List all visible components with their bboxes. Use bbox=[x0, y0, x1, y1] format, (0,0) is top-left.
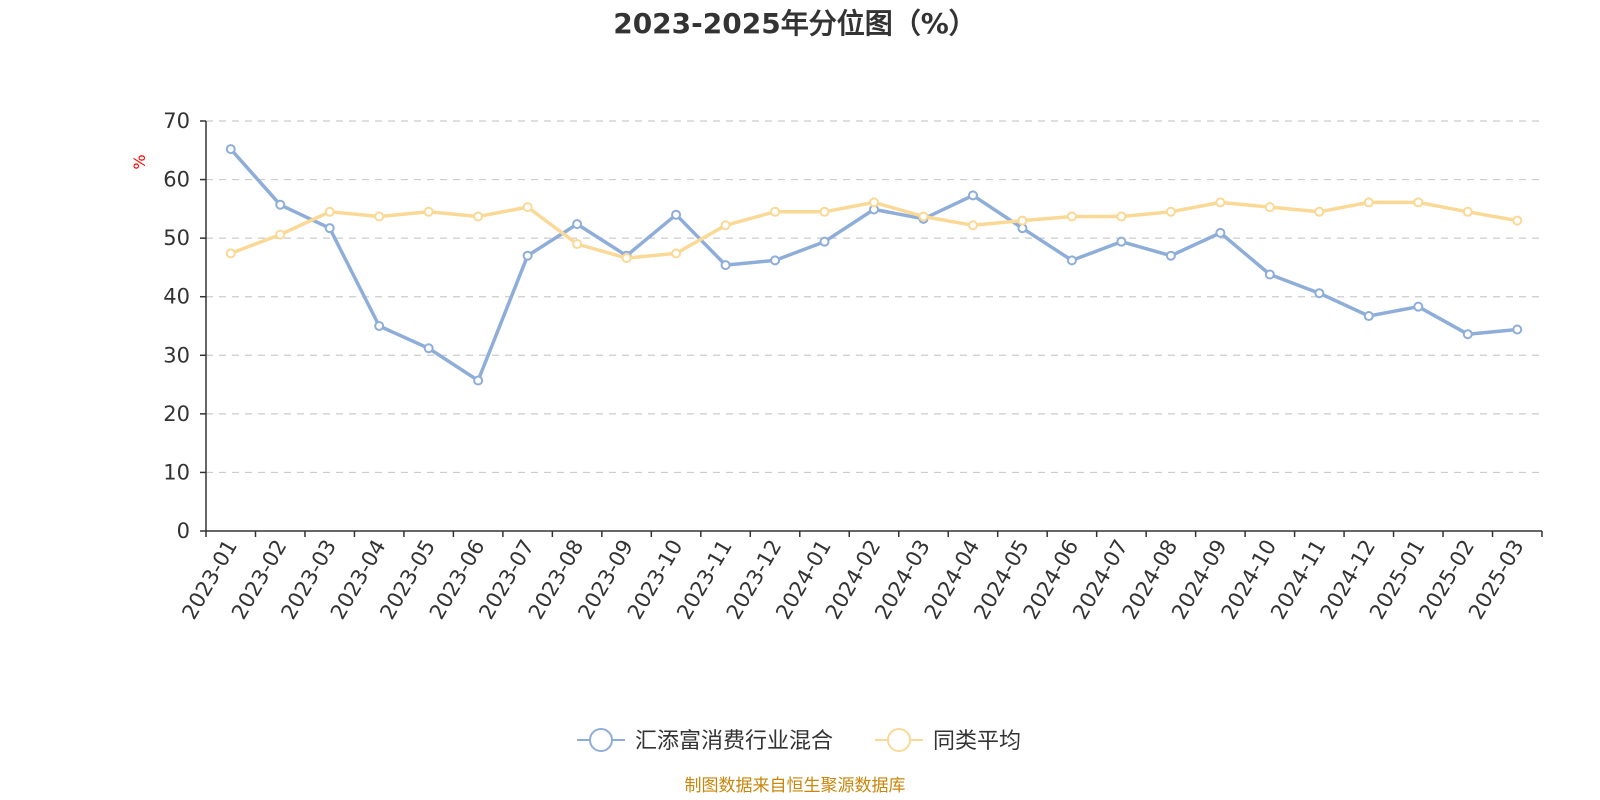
data-point[interactable] bbox=[1462, 329, 1473, 340]
data-point[interactable] bbox=[225, 144, 236, 155]
y-tick-label: 30 bbox=[163, 343, 190, 367]
data-point[interactable] bbox=[572, 219, 583, 230]
y-tick-label: 0 bbox=[177, 519, 190, 543]
y-axis-ticks: 0 10 20 30 40 50 60 70 bbox=[163, 109, 206, 543]
axes bbox=[205, 121, 1542, 532]
data-point[interactable] bbox=[1116, 211, 1127, 222]
data-point[interactable] bbox=[1512, 324, 1523, 335]
data-point[interactable] bbox=[671, 248, 682, 259]
data-point[interactable] bbox=[770, 206, 781, 217]
series-layer bbox=[225, 144, 1523, 386]
data-point[interactable] bbox=[522, 202, 533, 213]
data-point[interactable] bbox=[1066, 211, 1077, 222]
data-point[interactable] bbox=[225, 248, 236, 259]
data-point[interactable] bbox=[671, 209, 682, 220]
data-point[interactable] bbox=[1413, 301, 1424, 312]
data-point[interactable] bbox=[423, 343, 434, 354]
data-point[interactable] bbox=[1264, 269, 1275, 280]
data-point[interactable] bbox=[1215, 197, 1226, 208]
y-tick-label: 60 bbox=[163, 168, 190, 192]
legend-label: 汇添富消费行业混合 bbox=[635, 729, 833, 754]
data-point[interactable] bbox=[1165, 250, 1176, 261]
legend[interactable]: 汇添富消费行业混合 同类平均 bbox=[577, 728, 1021, 754]
data-point[interactable] bbox=[1165, 206, 1176, 217]
data-point[interactable] bbox=[324, 206, 335, 217]
legend-marker-icon bbox=[589, 728, 613, 752]
grid-lines bbox=[206, 120, 1542, 474]
data-point[interactable] bbox=[1314, 206, 1325, 217]
data-point[interactable] bbox=[1264, 202, 1275, 213]
y-tick-label: 20 bbox=[163, 402, 190, 426]
data-point[interactable] bbox=[918, 211, 929, 222]
data-point[interactable] bbox=[1363, 197, 1374, 208]
data-point[interactable] bbox=[275, 199, 286, 210]
data-point[interactable] bbox=[621, 253, 632, 264]
legend-label: 同类平均 bbox=[933, 729, 1021, 754]
legend-item-1[interactable]: 汇添富消费行业混合 bbox=[577, 728, 833, 754]
x-axis-ticks: 2023-012023-022023-032023-042023-052023-… bbox=[177, 531, 1543, 623]
y-axis-unit: % bbox=[130, 154, 149, 169]
legend-item-2[interactable]: 同类平均 bbox=[875, 728, 1021, 754]
y-tick-label: 70 bbox=[163, 109, 190, 133]
data-point[interactable] bbox=[374, 321, 385, 331]
data-point[interactable] bbox=[1512, 215, 1523, 226]
data-point[interactable] bbox=[1462, 206, 1473, 217]
data-point[interactable] bbox=[819, 236, 830, 247]
series-1 bbox=[225, 144, 1523, 386]
data-point[interactable] bbox=[770, 255, 781, 266]
series-line bbox=[229, 147, 1518, 383]
data-point[interactable] bbox=[572, 239, 583, 249]
data-point[interactable] bbox=[720, 220, 731, 231]
data-point[interactable] bbox=[869, 197, 879, 208]
data-point[interactable] bbox=[1116, 236, 1127, 247]
y-tick-label: 50 bbox=[163, 226, 190, 250]
data-point[interactable] bbox=[819, 206, 830, 217]
data-point[interactable] bbox=[967, 190, 978, 201]
data-point[interactable] bbox=[1066, 255, 1077, 266]
data-point[interactable] bbox=[1017, 215, 1028, 226]
data-point[interactable] bbox=[1314, 288, 1325, 299]
y-tick-label: 10 bbox=[163, 460, 190, 484]
data-point[interactable] bbox=[967, 220, 978, 231]
legend-marker-icon bbox=[887, 728, 911, 752]
series-2 bbox=[225, 197, 1523, 264]
data-point[interactable] bbox=[1215, 227, 1226, 238]
data-point[interactable] bbox=[324, 223, 335, 234]
data-point[interactable] bbox=[473, 211, 484, 222]
data-point[interactable] bbox=[522, 250, 533, 261]
data-source-note: 制图数据来自恒生聚源数据库 bbox=[685, 776, 906, 796]
data-point[interactable] bbox=[1363, 311, 1374, 322]
data-point[interactable] bbox=[423, 206, 434, 217]
y-tick-label: 40 bbox=[163, 285, 190, 309]
data-point[interactable] bbox=[1413, 197, 1424, 208]
chart-title: 2023-2025年分位图（%） bbox=[613, 7, 977, 40]
data-point[interactable] bbox=[473, 375, 484, 386]
data-point[interactable] bbox=[374, 211, 385, 222]
data-point[interactable] bbox=[275, 229, 286, 240]
data-point[interactable] bbox=[720, 260, 731, 271]
